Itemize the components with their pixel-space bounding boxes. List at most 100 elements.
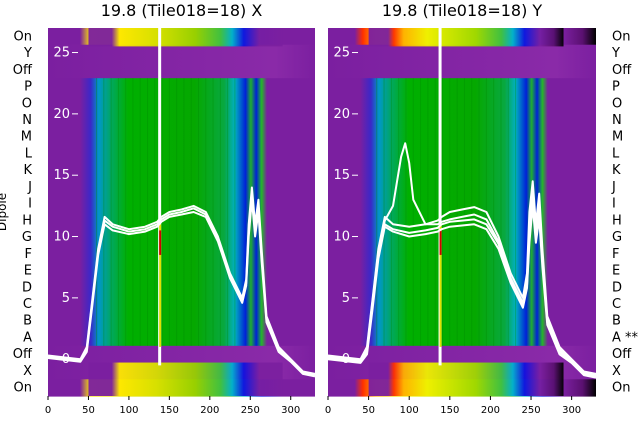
- heatmap-row: [48, 345, 315, 364]
- row-label: P: [24, 80, 32, 95]
- heatmap-row: [48, 111, 315, 129]
- heatmap-row: [48, 161, 315, 180]
- row-label: On: [14, 381, 32, 396]
- row-label: L: [25, 146, 33, 161]
- x-tick-label: 50: [362, 405, 375, 416]
- row-label: I: [28, 197, 32, 212]
- overlay-tick-label: 0: [62, 352, 70, 367]
- heatmap-row: [48, 245, 315, 263]
- heatmap-row: [48, 44, 315, 63]
- heatmap-row: [328, 329, 596, 347]
- row-label-right: F: [612, 247, 619, 262]
- row-label: Off: [13, 347, 33, 362]
- overlay-tick-label: 10: [53, 230, 70, 245]
- row-label: H: [22, 213, 32, 228]
- row-label-right: H: [612, 213, 622, 228]
- heatmap-tile-band: [88, 28, 283, 47]
- heatmap-row: [328, 111, 596, 129]
- x-tick-label: 0: [325, 405, 331, 416]
- row-label-right: P: [612, 80, 620, 95]
- heatmap-row: [328, 44, 596, 63]
- heatmap-row: [328, 345, 596, 364]
- row-label: On: [14, 29, 32, 44]
- row-label: K: [23, 163, 32, 178]
- overlay-tick-label: 20: [53, 107, 70, 122]
- row-label-right: G: [612, 230, 622, 245]
- heatmap-row: [328, 245, 596, 263]
- row-label-right: X: [612, 364, 621, 379]
- x-tick-label: 150: [440, 405, 459, 416]
- heatmap-row: [48, 78, 315, 96]
- heatmap-row: [48, 195, 315, 213]
- overlay-tick-label: 0: [342, 352, 350, 367]
- x-tick-label: 0: [45, 405, 51, 416]
- x-tick-label: 300: [562, 405, 581, 416]
- row-label: X: [23, 364, 32, 379]
- heatmap-row: [328, 228, 596, 247]
- row-label: Y: [23, 46, 32, 61]
- row-label-right: Off: [612, 63, 632, 78]
- row-label: D: [22, 280, 32, 295]
- heatmap-tile-band: [368, 362, 564, 396]
- row-label-right: On: [612, 29, 630, 44]
- row-label-right: J: [611, 180, 616, 195]
- row-label: C: [23, 297, 32, 312]
- x-tick-label: 200: [481, 405, 500, 416]
- row-label: B: [23, 314, 32, 329]
- x-tick-label: 50: [82, 405, 95, 416]
- heatmap-row: [328, 178, 596, 196]
- row-label-right: M: [612, 130, 623, 145]
- overlay-tick-label: 20: [333, 107, 350, 122]
- heatmap-row: [328, 161, 596, 180]
- x-tick-label: 250: [241, 405, 260, 416]
- heatmap-row: [48, 329, 315, 347]
- row-label: A: [23, 330, 32, 345]
- row-label: O: [22, 96, 32, 111]
- row-label: G: [22, 230, 32, 245]
- row-label: M: [21, 130, 32, 145]
- x-tick-label: 250: [521, 405, 540, 416]
- heatmap-row: [328, 61, 596, 79]
- heatmap-row: [48, 94, 315, 113]
- panel-title: 19.8 (Tile018=18) Y: [382, 1, 543, 20]
- row-label-right: E: [612, 264, 620, 279]
- heatmap-row: [328, 278, 596, 297]
- heatmap-row: [48, 61, 315, 79]
- overlay-tick-label: 25: [333, 46, 350, 61]
- heatmap-row: [48, 278, 315, 297]
- heatmap-row: [48, 262, 315, 280]
- heatmap-row: [48, 178, 315, 196]
- heatmap-row: [328, 145, 596, 163]
- row-label-right: B: [612, 314, 621, 329]
- heatmap-row: [328, 78, 596, 96]
- x-tick-label: 100: [119, 405, 138, 416]
- overlay-tick-label: 10: [333, 230, 350, 245]
- row-label-right: Off: [612, 347, 632, 362]
- row-label-right: O: [612, 96, 622, 111]
- row-label-right: On: [612, 381, 630, 396]
- overlay-trace-4: [327, 204, 597, 379]
- x-tick-label: 150: [160, 405, 179, 416]
- overlay-tick-label: 5: [342, 291, 350, 306]
- heatmap-row: [48, 312, 315, 330]
- overlay-trace-3: [47, 198, 316, 378]
- heatmap-row: [48, 128, 315, 146]
- heatmap-row: [328, 295, 596, 313]
- row-label: J: [27, 180, 32, 195]
- row-label-right: I: [612, 197, 616, 212]
- row-label: F: [25, 247, 32, 262]
- heatmap-row: [328, 262, 596, 280]
- row-label-right: A **: [612, 330, 639, 345]
- overlay-tick-label: 15: [333, 168, 350, 183]
- x-tick-label: 300: [281, 405, 300, 416]
- overlay-tick-label: 15: [53, 168, 70, 183]
- heatmap-row: [48, 295, 315, 313]
- row-label: E: [24, 264, 32, 279]
- x-tick-label: 100: [400, 405, 419, 416]
- overlay-tick-label: 5: [62, 291, 70, 306]
- row-label: N: [22, 113, 32, 128]
- row-label-right: C: [612, 297, 621, 312]
- heatmap-tile-band: [368, 28, 564, 47]
